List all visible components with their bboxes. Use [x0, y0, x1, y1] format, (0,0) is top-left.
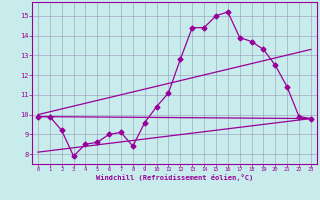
- X-axis label: Windchill (Refroidissement éolien,°C): Windchill (Refroidissement éolien,°C): [96, 174, 253, 181]
